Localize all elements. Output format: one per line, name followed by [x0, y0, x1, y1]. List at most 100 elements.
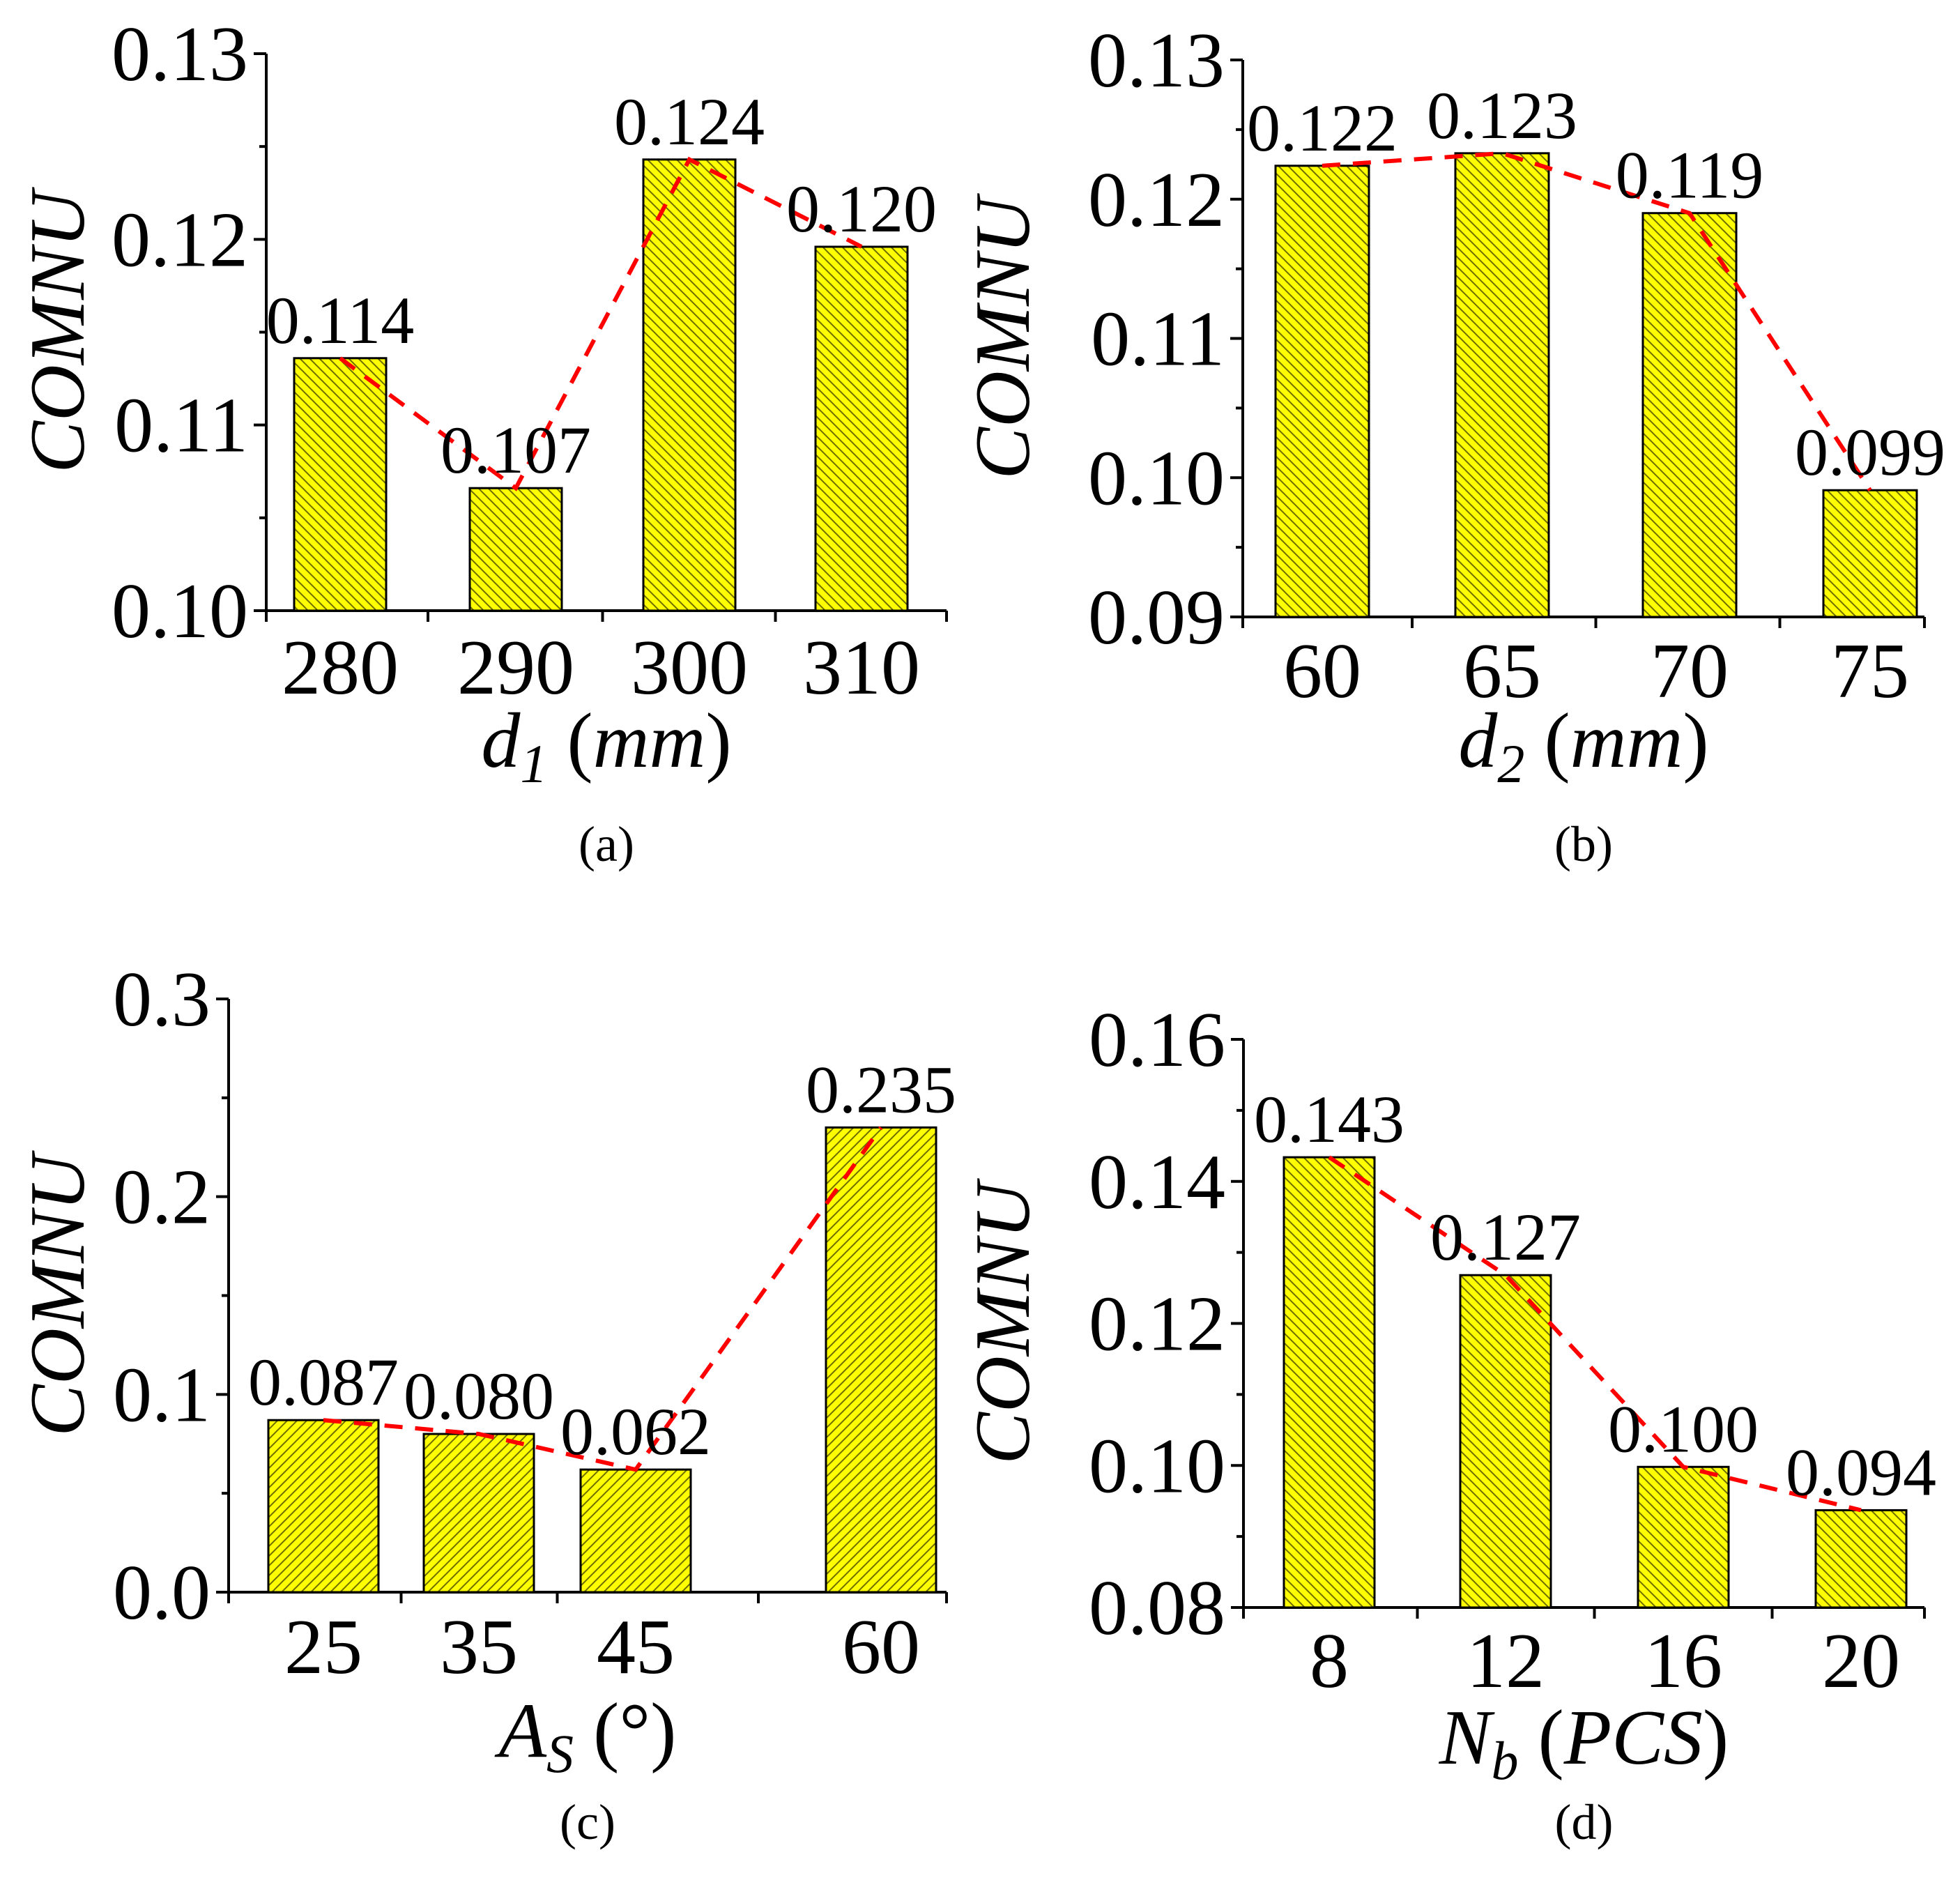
y-tick-label: 0.10 [112, 568, 248, 655]
x-tick-label: 75 [1831, 628, 1909, 715]
x-title-main: N [1439, 1695, 1495, 1781]
x-tick-label: 35 [440, 1604, 518, 1690]
panel-label: (d) [1555, 1794, 1614, 1850]
y-tick-label: 0.12 [112, 197, 248, 283]
data-label: 0.119 [1616, 138, 1763, 213]
y-axis-title: COMNU [960, 1178, 1046, 1465]
x-tick-label: 8 [1310, 1618, 1349, 1704]
x-title-open-paren: ( [1518, 1695, 1563, 1781]
data-label: 0.099 [1795, 415, 1945, 489]
bar-25 [267, 1419, 380, 1594]
x-tick-label: 12 [1467, 1618, 1545, 1704]
y-tick-label: 0.16 [1089, 997, 1225, 1083]
trend-line [1322, 151, 1872, 491]
data-label: 0.100 [1608, 1391, 1759, 1466]
bar-75 [1822, 489, 1918, 618]
x-axis-title: AS (°) [494, 1688, 677, 1784]
x-title-sub: 1 [520, 733, 547, 794]
chart-panel-d: 0.08 0.10 0.12 0.14 0.16 0.143 0.127 0.100 0.094… [960, 997, 1936, 1850]
y-tick-label: 0.14 [1089, 1139, 1225, 1225]
y-axis-title: COMNU [15, 187, 101, 473]
x-tick-label: 60 [842, 1604, 920, 1690]
data-label: 0.122 [1247, 91, 1398, 165]
x-title-unit: mm [593, 698, 706, 784]
panel-label: (c) [560, 1794, 615, 1850]
y-tick-label: 0.11 [114, 383, 248, 469]
y-tick-label: 0.3 [113, 956, 210, 1043]
x-title-close-paren: ) [705, 698, 731, 784]
x-title-open-paren: ( [547, 698, 592, 784]
x-tick-label: 25 [284, 1604, 362, 1690]
data-label: 0.124 [614, 84, 765, 159]
data-label: 0.120 [786, 171, 937, 246]
panel-label: (b) [1554, 816, 1613, 872]
data-label: 0.087 [248, 1345, 399, 1419]
x-tick-label: 300 [631, 625, 748, 711]
bar-60 [825, 1126, 937, 1594]
data-label: 0.080 [404, 1359, 554, 1433]
data-label: 0.127 [1430, 1200, 1581, 1274]
y-tick-label: 0.2 [113, 1154, 210, 1241]
bar-45 [579, 1468, 692, 1594]
bar-290 [468, 487, 563, 612]
y-tick-label: 0.08 [1089, 1565, 1225, 1651]
y-tick-label: 0.12 [1089, 1281, 1225, 1368]
x-tick-label: 70 [1651, 628, 1729, 715]
y-tick-label: 0.1 [113, 1352, 210, 1438]
x-tick-label: 45 [597, 1604, 675, 1690]
x-tick-label: 280 [282, 625, 399, 711]
bar-20 [1814, 1509, 1908, 1609]
chart-panel-c: 0.0 0.1 0.2 0.3 0.087 0.080 0.062 0.235 25 35 45 60… [15, 956, 956, 1850]
y-tick-label: 0.13 [112, 11, 248, 98]
x-title-close-paren: ) [1703, 1695, 1729, 1781]
chart-panel-a: 0.10 0.11 0.12 0.13 0.114 0.107 0.124 0.120 280 2… [15, 11, 948, 872]
x-axis-title: d1 (mm) [481, 698, 731, 794]
bar-280 [293, 357, 388, 612]
x-title-unit: ° [619, 1688, 650, 1774]
x-title-sub: 2 [1497, 733, 1524, 794]
x-tick-label: 20 [1822, 1618, 1900, 1704]
x-tick-label: 290 [457, 625, 574, 711]
x-title-main: A [494, 1688, 547, 1774]
x-tick-label: 60 [1283, 628, 1361, 715]
x-title-close-paren: ) [1683, 698, 1708, 784]
x-axis-title: d2 (mm) [1458, 698, 1708, 794]
data-label: 0.114 [266, 283, 414, 358]
x-axis-title: Nb (PCS) [1439, 1695, 1729, 1791]
data-label: 0.235 [806, 1052, 956, 1127]
bar-35 [422, 1433, 535, 1594]
y-tick-label: 0.09 [1088, 574, 1225, 661]
y-tick-label: 0.13 [1088, 17, 1225, 104]
bar-8 [1283, 1156, 1376, 1609]
x-title-open-paren: ( [1524, 698, 1570, 784]
x-title-unit: PCS [1563, 1695, 1703, 1781]
x-title-main: d [1458, 698, 1498, 784]
bar-300 [642, 158, 737, 612]
chart-panel-b: 0.09 0.10 0.11 0.12 0.13 0.122 0.123 0.119 0.099… [960, 17, 1945, 872]
x-tick-label: 16 [1644, 1618, 1722, 1704]
bar-70 [1641, 212, 1738, 618]
bar-12 [1459, 1274, 1552, 1609]
trend-line [1328, 1155, 1862, 1513]
trend-line [339, 156, 863, 491]
x-title-sub: b [1491, 1730, 1518, 1791]
x-title-main: d [481, 698, 521, 784]
data-label: 0.062 [560, 1394, 711, 1469]
y-tick-label: 0.10 [1089, 1423, 1225, 1509]
y-tick-label: 0.10 [1088, 435, 1225, 521]
y-tick-label: 0.11 [1091, 296, 1225, 383]
x-title-open-paren: ( [574, 1688, 619, 1774]
data-label: 0.107 [441, 413, 591, 487]
bar-60 [1274, 165, 1370, 618]
x-title-unit: mm [1570, 698, 1683, 784]
x-title-close-paren: ) [650, 1688, 676, 1774]
data-label: 0.143 [1254, 1082, 1404, 1156]
y-axis-title: COMNU [960, 193, 1046, 480]
x-title-sub: S [546, 1723, 574, 1784]
trend-line [323, 1126, 883, 1472]
y-axis-title: COMNU [15, 1150, 101, 1437]
y-tick-label: 0.0 [113, 1550, 210, 1636]
data-label: 0.123 [1427, 78, 1577, 153]
bar-16 [1637, 1465, 1730, 1609]
